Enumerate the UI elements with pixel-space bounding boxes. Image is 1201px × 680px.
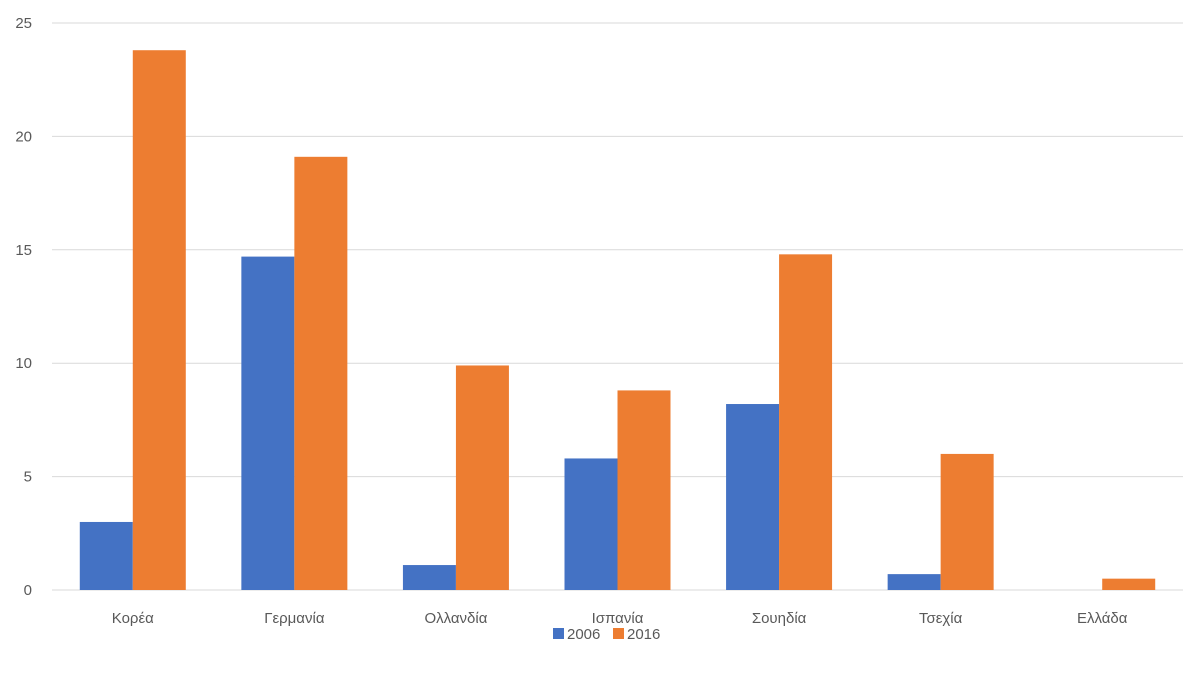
y-tick-label: 0 [24, 582, 32, 599]
bar-2006-5 [888, 574, 941, 590]
bar-2006-2 [403, 565, 456, 590]
x-category-label: Ελλάδα [1077, 610, 1128, 627]
x-axis-category-labels: Κορέα Γερμανία Ολλανδία Ισπανία Σουηδία Τσεχί… [112, 610, 1128, 627]
legend-swatch-2016 [613, 628, 624, 639]
x-category-label: Ισπανία [592, 610, 644, 627]
bars [80, 50, 1155, 590]
y-tick-label: 15 [15, 242, 32, 259]
y-tick-label: 5 [24, 469, 32, 486]
x-category-label: Σουηδία [752, 610, 807, 627]
bar-2016-5 [941, 454, 994, 590]
y-axis-tick-labels: 0 5 10 15 20 25 [15, 15, 32, 599]
y-tick-label: 20 [15, 128, 32, 145]
bar-2006-4 [726, 404, 779, 590]
bar-2016-1 [294, 157, 347, 590]
legend-label-2006: 2006 [567, 626, 600, 643]
bar-2016-3 [618, 390, 671, 590]
legend-swatch-2006 [553, 628, 564, 639]
x-category-label: Κορέα [112, 610, 154, 627]
bar-2016-6 [1102, 579, 1155, 590]
bar-2016-0 [133, 50, 186, 590]
bar-2016-2 [456, 365, 509, 590]
bar-2016-4 [779, 254, 832, 590]
bar-2006-0 [80, 522, 133, 590]
legend: 2006 2016 [553, 626, 660, 643]
x-category-label: Τσεχία [919, 610, 963, 627]
y-tick-label: 10 [15, 355, 32, 372]
legend-label-2016: 2016 [627, 626, 660, 643]
y-tick-label: 25 [15, 15, 32, 32]
x-category-label: Ολλανδία [424, 610, 487, 627]
bar-2006-3 [565, 458, 618, 590]
bar-2006-1 [241, 257, 294, 590]
x-category-label: Γερμανία [264, 610, 325, 627]
